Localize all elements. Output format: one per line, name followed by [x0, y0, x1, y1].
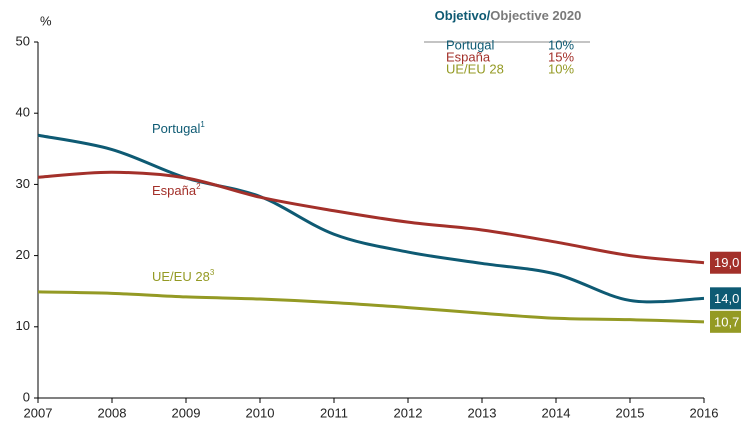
legend-name: España [446, 49, 491, 64]
series-label-name: Portugal [152, 121, 201, 136]
series-label-name: UE/EU 28 [152, 269, 210, 284]
series-label: Portugal1 [152, 120, 205, 136]
series-label-sup: 3 [210, 268, 215, 277]
line [37, 170, 705, 265]
x-tick-label: 2011 [320, 405, 348, 420]
legend-title: Objetivo/Objective 2020 [435, 8, 582, 23]
legend-sep: / [487, 8, 491, 23]
series-label: UE/EU 283 [152, 268, 215, 284]
x-tick-label: 2009 [172, 405, 201, 420]
legend-name: Portugal [446, 37, 495, 52]
y-axis-label: % [40, 13, 52, 28]
line [37, 133, 705, 304]
end-label-box [710, 251, 741, 274]
x-tick-label: 2010 [246, 405, 275, 420]
legend-target: 10% [548, 61, 574, 76]
y-tick-label: 0 [23, 389, 30, 404]
x-tick-label: 2016 [690, 405, 719, 420]
y-tick-label: 10 [16, 318, 30, 333]
legend-title-b: Objective 2020 [490, 8, 581, 23]
y-tick-label: 20 [16, 247, 30, 262]
legend-title-a: Objetivo [435, 8, 487, 23]
x-tick-label: 2014 [542, 405, 571, 420]
x-tick-label: 2008 [98, 405, 127, 420]
legend-target: 10% [548, 37, 574, 52]
y-tick-label: 30 [16, 176, 30, 191]
x-tick-label: 2007 [24, 405, 53, 420]
x-tick-label: 2012 [394, 405, 423, 420]
end-label: 10,7 [714, 314, 739, 329]
series-label-name: España [152, 183, 197, 198]
end-label-box [710, 310, 741, 333]
y-tick-label: 40 [16, 105, 30, 120]
x-tick-label: 2013 [468, 405, 497, 420]
series-label-sup: 1 [200, 120, 205, 129]
legend-name: UE/EU 28 [446, 61, 504, 76]
series-label: España2 [152, 182, 201, 198]
x-tick-label: 2015 [616, 405, 645, 420]
y-tick-label: 50 [16, 33, 30, 48]
legend-target: 15% [548, 49, 574, 64]
end-label: 14,0 [714, 291, 739, 306]
end-label-box [710, 287, 741, 310]
line [37, 290, 705, 324]
end-label: 19,0 [714, 255, 739, 270]
series-label-sup: 2 [196, 182, 201, 191]
